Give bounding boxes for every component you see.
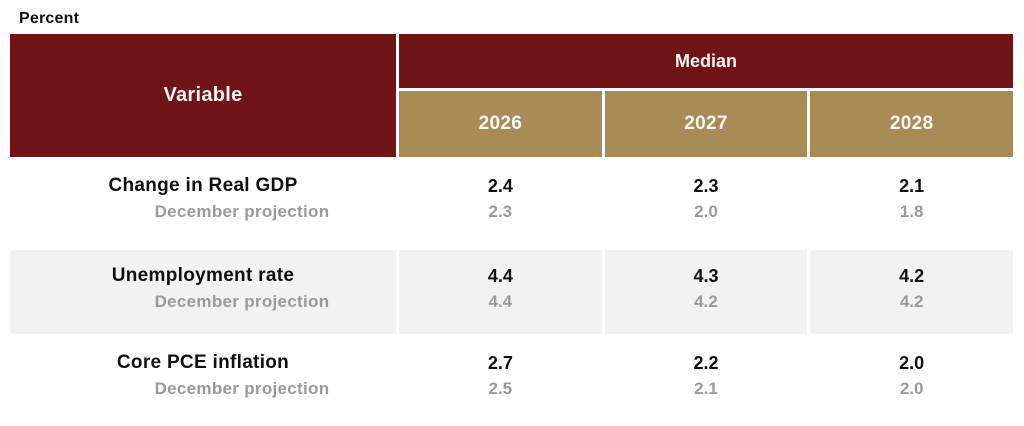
table-row-gdp-variable-cell: Change in Real GDP December projection — [10, 160, 396, 247]
variable-name: Change in Real GDP — [108, 175, 298, 196]
variable-name: Unemployment rate — [111, 265, 295, 286]
median-value: 2.0 — [899, 353, 925, 373]
year-header-2028: 2028 — [810, 91, 1013, 157]
year-header-2026: 2026 — [399, 91, 602, 157]
variable-column-header: Variable — [10, 34, 396, 157]
table-row-pce-variable-cell: Core PCE inflation December projection — [10, 337, 396, 425]
december-projection-value: 2.1 — [694, 379, 718, 398]
median-value: 4.2 — [899, 266, 925, 286]
table-row-unemployment-variable-cell: Unemployment rate December projection — [10, 250, 396, 334]
december-projection-value: 4.4 — [488, 292, 513, 311]
median-value: 2.2 — [693, 353, 719, 373]
december-projection-value: 4.2 — [694, 292, 718, 311]
gdp-2026-cell: 2.4 2.3 — [399, 160, 602, 247]
variable-name: Core PCE inflation — [116, 352, 290, 373]
december-projection-value: 2.5 — [488, 379, 513, 398]
pce-2027-cell: 2.2 2.1 — [604, 337, 808, 425]
gdp-2028-cell: 2.1 1.8 — [810, 160, 1013, 247]
december-projection-value: 2.3 — [488, 202, 513, 221]
december-projection-value: 1.8 — [899, 202, 924, 221]
median-value: 2.1 — [899, 176, 925, 196]
december-projection-value: 4.2 — [899, 292, 924, 311]
median-value: 4.3 — [693, 266, 719, 286]
median-value: 2.7 — [487, 353, 513, 373]
december-projection-value: 2.0 — [899, 379, 924, 398]
variable-sublabel: December projection — [154, 379, 330, 398]
variable-sublabel: December projection — [154, 202, 330, 221]
pce-2026-cell: 2.7 2.5 — [399, 337, 602, 425]
unemployment-2027-cell: 4.3 4.2 — [604, 250, 808, 334]
pce-2028-cell: 2.0 2.0 — [810, 337, 1013, 425]
median-value: 4.4 — [487, 266, 513, 286]
year-header-2027: 2027 — [604, 91, 808, 157]
unemployment-2028-cell: 4.2 4.2 — [810, 250, 1013, 334]
gdp-2027-cell: 2.3 2.0 — [604, 160, 808, 247]
projections-table: Variable Median 2026 2027 2028 Change in… — [10, 34, 1013, 425]
median-group-header: Median — [399, 34, 1013, 88]
unit-label: Percent — [19, 10, 80, 27]
median-value: 2.3 — [693, 176, 719, 196]
sep-projections-figure: Percent Variable Median 2026 2027 2028 C… — [0, 10, 1024, 426]
unemployment-2026-cell: 4.4 4.4 — [399, 250, 602, 334]
median-value: 2.4 — [487, 176, 513, 196]
variable-sublabel: December projection — [154, 292, 330, 311]
december-projection-value: 2.0 — [694, 202, 718, 221]
